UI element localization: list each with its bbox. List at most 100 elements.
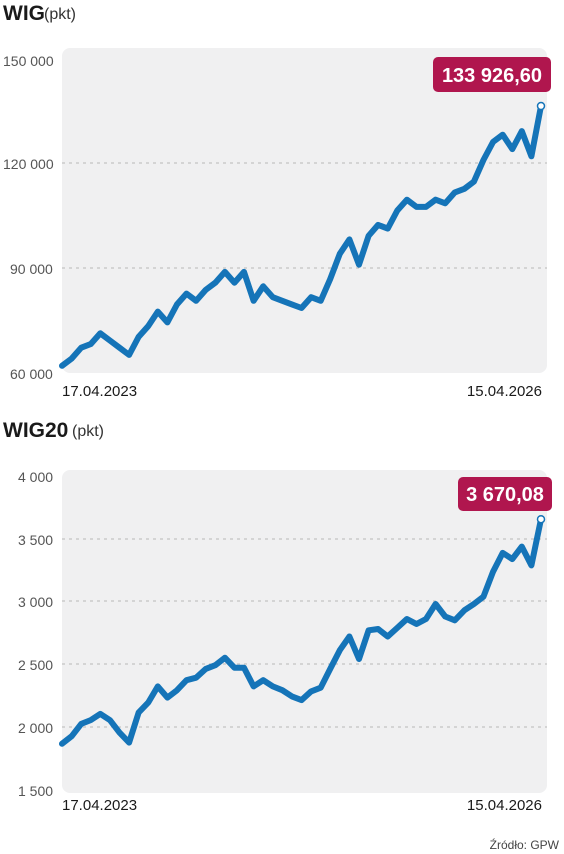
- wig-data-point: [136, 334, 142, 340]
- wig20-data-point: [155, 683, 161, 689]
- wig-plot-area: [62, 48, 547, 373]
- wig20-data-point: [289, 693, 295, 699]
- wig20-y-axis: 4 000 3 500 3 000 2 500 2 000 1 500: [18, 469, 53, 799]
- wig-data-point: [222, 269, 228, 275]
- wig-chart: WIG (pkt) 150 000 120 000 90 000 60 000 …: [3, 2, 551, 400]
- wig-data-point: [126, 352, 132, 358]
- wig20-data-point: [509, 556, 515, 562]
- wig-data-point: [59, 363, 65, 369]
- wig-data-point: [327, 276, 333, 282]
- wig-data-point: [174, 301, 180, 307]
- wig-data-point: [394, 208, 400, 213]
- wig-title: WIG: [3, 2, 45, 25]
- wig20-title: WIG20: [3, 419, 68, 442]
- wig-data-point: [471, 179, 477, 185]
- wig-data-point: [203, 287, 209, 293]
- wig20-data-point: [414, 621, 419, 627]
- wig20-data-point: [471, 601, 477, 607]
- wig-data-point: [337, 251, 343, 257]
- wig20-y-tick-label: 3 000: [18, 594, 53, 610]
- wig20-data-point: [117, 730, 122, 736]
- wig-y-axis: 150 000 120 000 90 000 60 000: [3, 53, 54, 382]
- wig20-data-point: [385, 634, 391, 639]
- wig-series: [59, 101, 546, 369]
- wig20-y-tick-label: 1 500: [18, 783, 53, 799]
- wig-data-point: [299, 305, 304, 311]
- wig-data-point: [107, 338, 113, 343]
- wig-data-point: [88, 341, 94, 347]
- wig-data-point: [433, 197, 439, 203]
- wig20-data-point: [461, 607, 467, 613]
- wig-data-point: [385, 226, 391, 232]
- wig20-data-point: [299, 697, 304, 703]
- wig-data-point: [500, 132, 506, 138]
- wig-data-point: [241, 269, 247, 275]
- wig-data-point: [442, 200, 448, 206]
- wig20-data-point: [231, 665, 237, 671]
- wig20-last-point-marker: [536, 514, 546, 524]
- wig20-data-point: [126, 740, 132, 746]
- wig-data-point: [231, 280, 237, 286]
- wig20-data-point: [519, 544, 525, 550]
- wig-badge-box: [433, 57, 551, 92]
- wig20-data-point: [88, 717, 94, 723]
- wig-data-point: [193, 298, 199, 304]
- wig-data-point: [509, 146, 515, 152]
- wig-data-point: [481, 157, 486, 163]
- wig-data-point: [164, 319, 170, 325]
- wig20-data-point: [318, 685, 324, 691]
- wig-data-point: [318, 298, 324, 304]
- wig20-data-point: [308, 688, 314, 694]
- wig20-data-point: [193, 675, 199, 681]
- wig-data-point: [528, 153, 534, 159]
- wig-data-point: [490, 139, 496, 145]
- wig-data-point: [97, 330, 103, 336]
- wig-data-point: [279, 298, 285, 304]
- wig20-data-point: [222, 655, 228, 661]
- wig20-data-point: [394, 625, 400, 631]
- wig20-data-point: [145, 700, 151, 706]
- wig-data-point: [289, 301, 295, 307]
- wig-last-point-marker: [536, 101, 546, 111]
- wig-data-point: [69, 356, 75, 362]
- wig20-data-point: [203, 666, 209, 672]
- wig-y-tick-label: 90 000: [10, 261, 53, 277]
- wig-data-point: [461, 186, 467, 192]
- wig20-data-point: [528, 562, 534, 568]
- wig20-badge-value: 3 670,08: [466, 484, 544, 506]
- wig-data-point: [404, 197, 410, 203]
- wig20-x-start-label: 17.04.2023: [62, 797, 137, 814]
- wig20-data-point: [164, 695, 170, 701]
- wig20-data-point: [279, 687, 285, 693]
- source-note: Źródło: GPW: [490, 837, 560, 852]
- wig-data-point: [117, 345, 122, 351]
- wig-last-value-badge: 133 926,60: [433, 57, 551, 92]
- wig20-data-point: [184, 677, 189, 683]
- wig-y-tick-label: 150 000: [3, 53, 54, 69]
- wig20-series: [59, 514, 546, 747]
- wig20-y-tick-label: 4 000: [18, 469, 53, 485]
- wig20-data-point: [107, 717, 113, 723]
- wig-data-point: [184, 291, 189, 297]
- wig20-data-point: [375, 626, 381, 632]
- wig-data-point: [78, 345, 84, 351]
- wig-x-end-label: 15.04.2026: [467, 383, 542, 400]
- wig20-chart: WIG20 (pkt) 4 000 3 500 3 000 2 500 2 00…: [3, 419, 552, 814]
- wig-data-point: [270, 294, 276, 300]
- wig-data-point: [346, 236, 352, 242]
- wig-data-point: [452, 189, 458, 195]
- wig-data-point: [356, 262, 362, 268]
- wig20-data-point: [327, 666, 333, 672]
- wig-unit: (pkt): [44, 6, 76, 23]
- wig20-data-point: [500, 550, 506, 556]
- wig20-y-tick-label: 2 500: [18, 657, 53, 673]
- wig-data-point: [375, 222, 381, 228]
- wig20-data-point: [260, 677, 266, 683]
- wig20-data-point: [78, 721, 84, 727]
- wig-data-point: [145, 323, 151, 329]
- wig20-data-point: [442, 614, 448, 619]
- wig20-x-end-label: 15.04.2026: [467, 797, 542, 814]
- wig-data-point: [251, 298, 257, 304]
- wig20-data-point: [69, 733, 75, 739]
